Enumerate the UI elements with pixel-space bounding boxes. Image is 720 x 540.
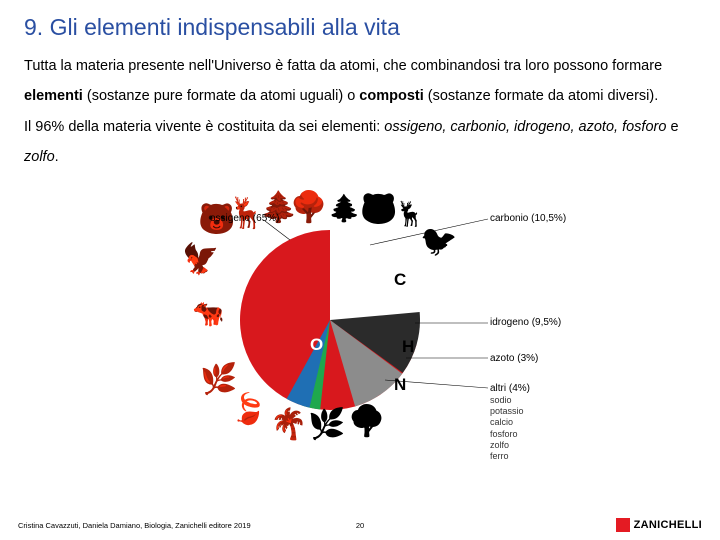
- label-azoto: azoto (3%): [490, 353, 538, 364]
- page-title: 9. Gli elementi indispensabili alla vita: [0, 0, 720, 51]
- body-paragraph: Tutta la materia presente nell'Universo …: [0, 51, 720, 173]
- label-ossigeno: ossigeno (65%): [210, 213, 279, 224]
- elements-pie-chart: 🐻 🦌 🌲 🌳 🦅 🐄 🌿 🍃 🌴 🌲 🐻 🦌 🐦 🌿 🌳 ossigeno (…: [110, 185, 610, 455]
- letter-H: H: [402, 337, 414, 357]
- publisher-brand: ZANICHELLI: [616, 518, 702, 532]
- label-altri: altri (4%): [490, 383, 530, 394]
- label-carbonio: carbonio (10,5%): [490, 213, 566, 224]
- letter-O: O: [310, 335, 323, 355]
- footer: Cristina Cavazzuti, Daniela Damiano, Bio…: [0, 516, 720, 534]
- brand-square-icon: [616, 518, 630, 532]
- label-idrogeno: idrogeno (9,5%): [490, 317, 561, 328]
- brand-text: ZANICHELLI: [634, 519, 702, 531]
- letter-N: N: [394, 375, 406, 395]
- altri-list: sodiopotassiocalciofosforozolfoferro: [490, 395, 524, 463]
- letter-C: C: [394, 270, 406, 290]
- footer-credits: Cristina Cavazzuti, Daniela Damiano, Bio…: [18, 521, 251, 530]
- pie-svg: [240, 230, 420, 410]
- footer-page-number: 20: [356, 521, 364, 530]
